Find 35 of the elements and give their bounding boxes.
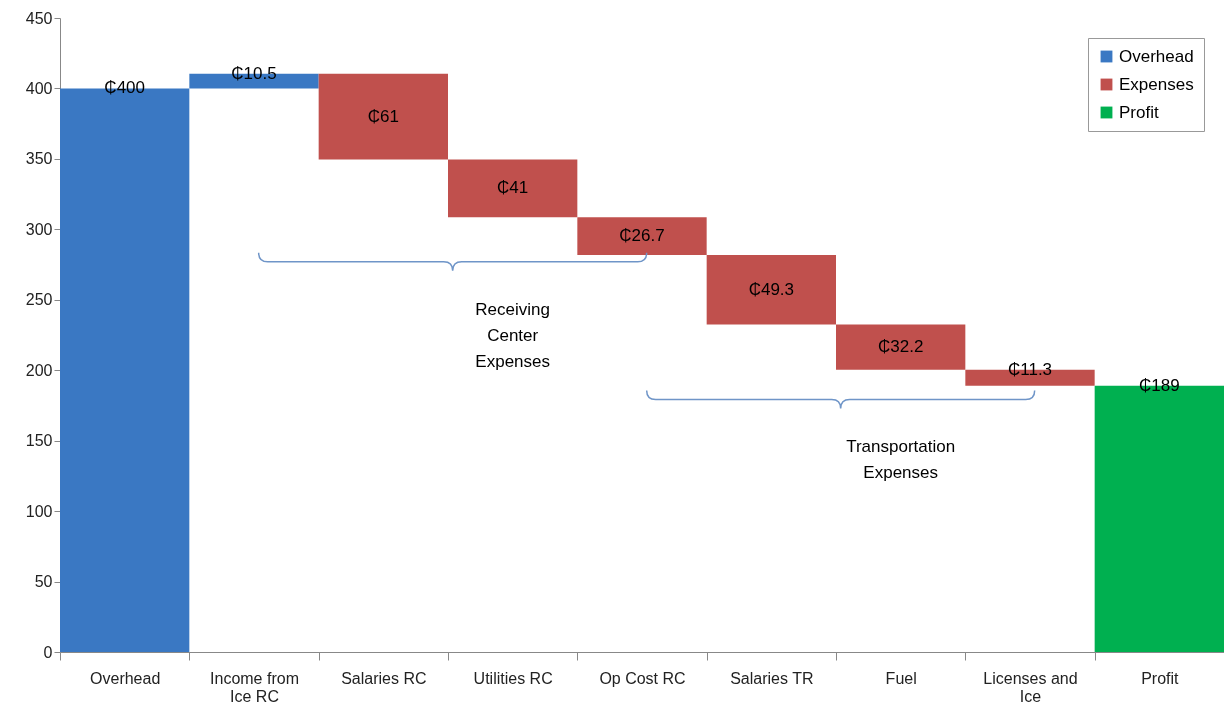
legend-label: Overhead bbox=[1119, 46, 1194, 66]
legend-label: Expenses bbox=[1119, 74, 1194, 94]
legend-label: Profit bbox=[1119, 102, 1159, 122]
y-tick-label: 300 bbox=[25, 220, 53, 238]
y-tick-label: 150 bbox=[25, 432, 53, 450]
annotation: Transportation Expenses bbox=[846, 437, 956, 483]
data-label: ₵41 bbox=[497, 178, 529, 198]
bar bbox=[577, 217, 707, 255]
x-tick-label: Fuel bbox=[885, 669, 917, 687]
x-tick-label: Utilities RC bbox=[473, 669, 553, 687]
data-label: ₵61 bbox=[367, 106, 399, 126]
x-tick-label: Licenses and Ice bbox=[983, 669, 1078, 705]
bar bbox=[836, 324, 966, 370]
data-label: ₵26.7 bbox=[619, 226, 665, 246]
y-tick-label: 350 bbox=[25, 150, 53, 168]
y-tick-label: 250 bbox=[25, 291, 53, 309]
x-tick-label: Profit bbox=[1141, 669, 1180, 687]
bar bbox=[318, 73, 448, 160]
x-tick-label: Salaries TR bbox=[730, 669, 814, 687]
data-label: ₵32.2 bbox=[877, 337, 924, 357]
y-tick-label: 400 bbox=[25, 79, 53, 97]
bar bbox=[448, 159, 578, 218]
y-tick-label: 100 bbox=[25, 502, 53, 520]
x-tick-label: Op Cost RC bbox=[599, 669, 686, 687]
y-tick-label: 450 bbox=[25, 9, 53, 27]
x-tick-label: Income from Ice RC bbox=[210, 669, 299, 705]
data-label: ₵49.3 bbox=[748, 279, 795, 299]
bar bbox=[706, 254, 836, 325]
x-tick-label: Overhead bbox=[90, 669, 161, 687]
data-label: ₵400 bbox=[104, 78, 145, 98]
y-tick-label: 0 bbox=[43, 643, 53, 661]
annotation: Receiving Center Expenses bbox=[475, 299, 550, 371]
y-tick-label: 200 bbox=[25, 361, 53, 379]
y-tick-label: 50 bbox=[34, 573, 53, 591]
x-tick-label: Salaries RC bbox=[341, 669, 427, 687]
